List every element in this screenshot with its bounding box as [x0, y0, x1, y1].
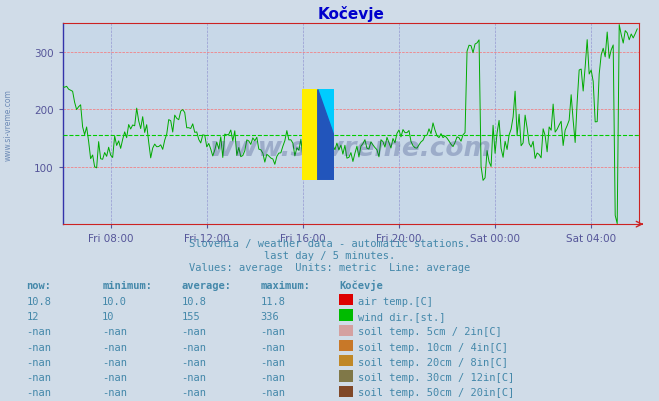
Text: soil temp. 10cm / 4in[C]: soil temp. 10cm / 4in[C] [358, 342, 508, 352]
Text: 155: 155 [181, 311, 200, 321]
Text: -nan: -nan [26, 357, 51, 367]
Text: -nan: -nan [102, 387, 127, 397]
Text: 336: 336 [260, 311, 279, 321]
Text: -nan: -nan [26, 387, 51, 397]
Text: air temp.[C]: air temp.[C] [358, 296, 433, 306]
Text: -nan: -nan [102, 372, 127, 382]
Text: www.si-vreme.com: www.si-vreme.com [210, 136, 492, 161]
Text: -nan: -nan [181, 342, 206, 352]
Text: Kočevje: Kočevje [339, 280, 383, 291]
Text: -nan: -nan [181, 326, 206, 336]
Text: Slovenia / weather data - automatic stations.: Slovenia / weather data - automatic stat… [189, 239, 470, 249]
Text: 10: 10 [102, 311, 115, 321]
Text: -nan: -nan [26, 372, 51, 382]
Title: Kočevje: Kočevje [318, 6, 384, 22]
Text: -nan: -nan [102, 326, 127, 336]
Text: now:: now: [26, 281, 51, 291]
Text: soil temp. 30cm / 12in[C]: soil temp. 30cm / 12in[C] [358, 372, 514, 382]
Text: -nan: -nan [26, 342, 51, 352]
Text: -nan: -nan [260, 326, 285, 336]
Text: www.si-vreme.com: www.si-vreme.com [3, 89, 13, 160]
Text: Values: average  Units: metric  Line: average: Values: average Units: metric Line: aver… [189, 263, 470, 273]
Text: -nan: -nan [26, 326, 51, 336]
Text: minimum:: minimum: [102, 281, 152, 291]
Text: -nan: -nan [181, 372, 206, 382]
Bar [302, 90, 318, 180]
Text: -nan: -nan [181, 387, 206, 397]
Text: average:: average: [181, 281, 231, 291]
Text: 10.0: 10.0 [102, 296, 127, 306]
Text: soil temp. 5cm / 2in[C]: soil temp. 5cm / 2in[C] [358, 326, 501, 336]
Text: -nan: -nan [102, 357, 127, 367]
Text: wind dir.[st.]: wind dir.[st.] [358, 311, 445, 321]
Text: 12: 12 [26, 311, 39, 321]
Text: last day / 5 minutes.: last day / 5 minutes. [264, 251, 395, 261]
Text: soil temp. 20cm / 8in[C]: soil temp. 20cm / 8in[C] [358, 357, 508, 367]
Polygon shape [318, 90, 333, 135]
Text: -nan: -nan [260, 357, 285, 367]
Text: -nan: -nan [181, 357, 206, 367]
Text: 10.8: 10.8 [26, 296, 51, 306]
Text: -nan: -nan [260, 372, 285, 382]
Text: -nan: -nan [260, 387, 285, 397]
Polygon shape [318, 90, 333, 180]
Text: 11.8: 11.8 [260, 296, 285, 306]
Text: -nan: -nan [102, 342, 127, 352]
Text: 10.8: 10.8 [181, 296, 206, 306]
Text: -nan: -nan [260, 342, 285, 352]
Text: maximum:: maximum: [260, 281, 310, 291]
Text: soil temp. 50cm / 20in[C]: soil temp. 50cm / 20in[C] [358, 387, 514, 397]
